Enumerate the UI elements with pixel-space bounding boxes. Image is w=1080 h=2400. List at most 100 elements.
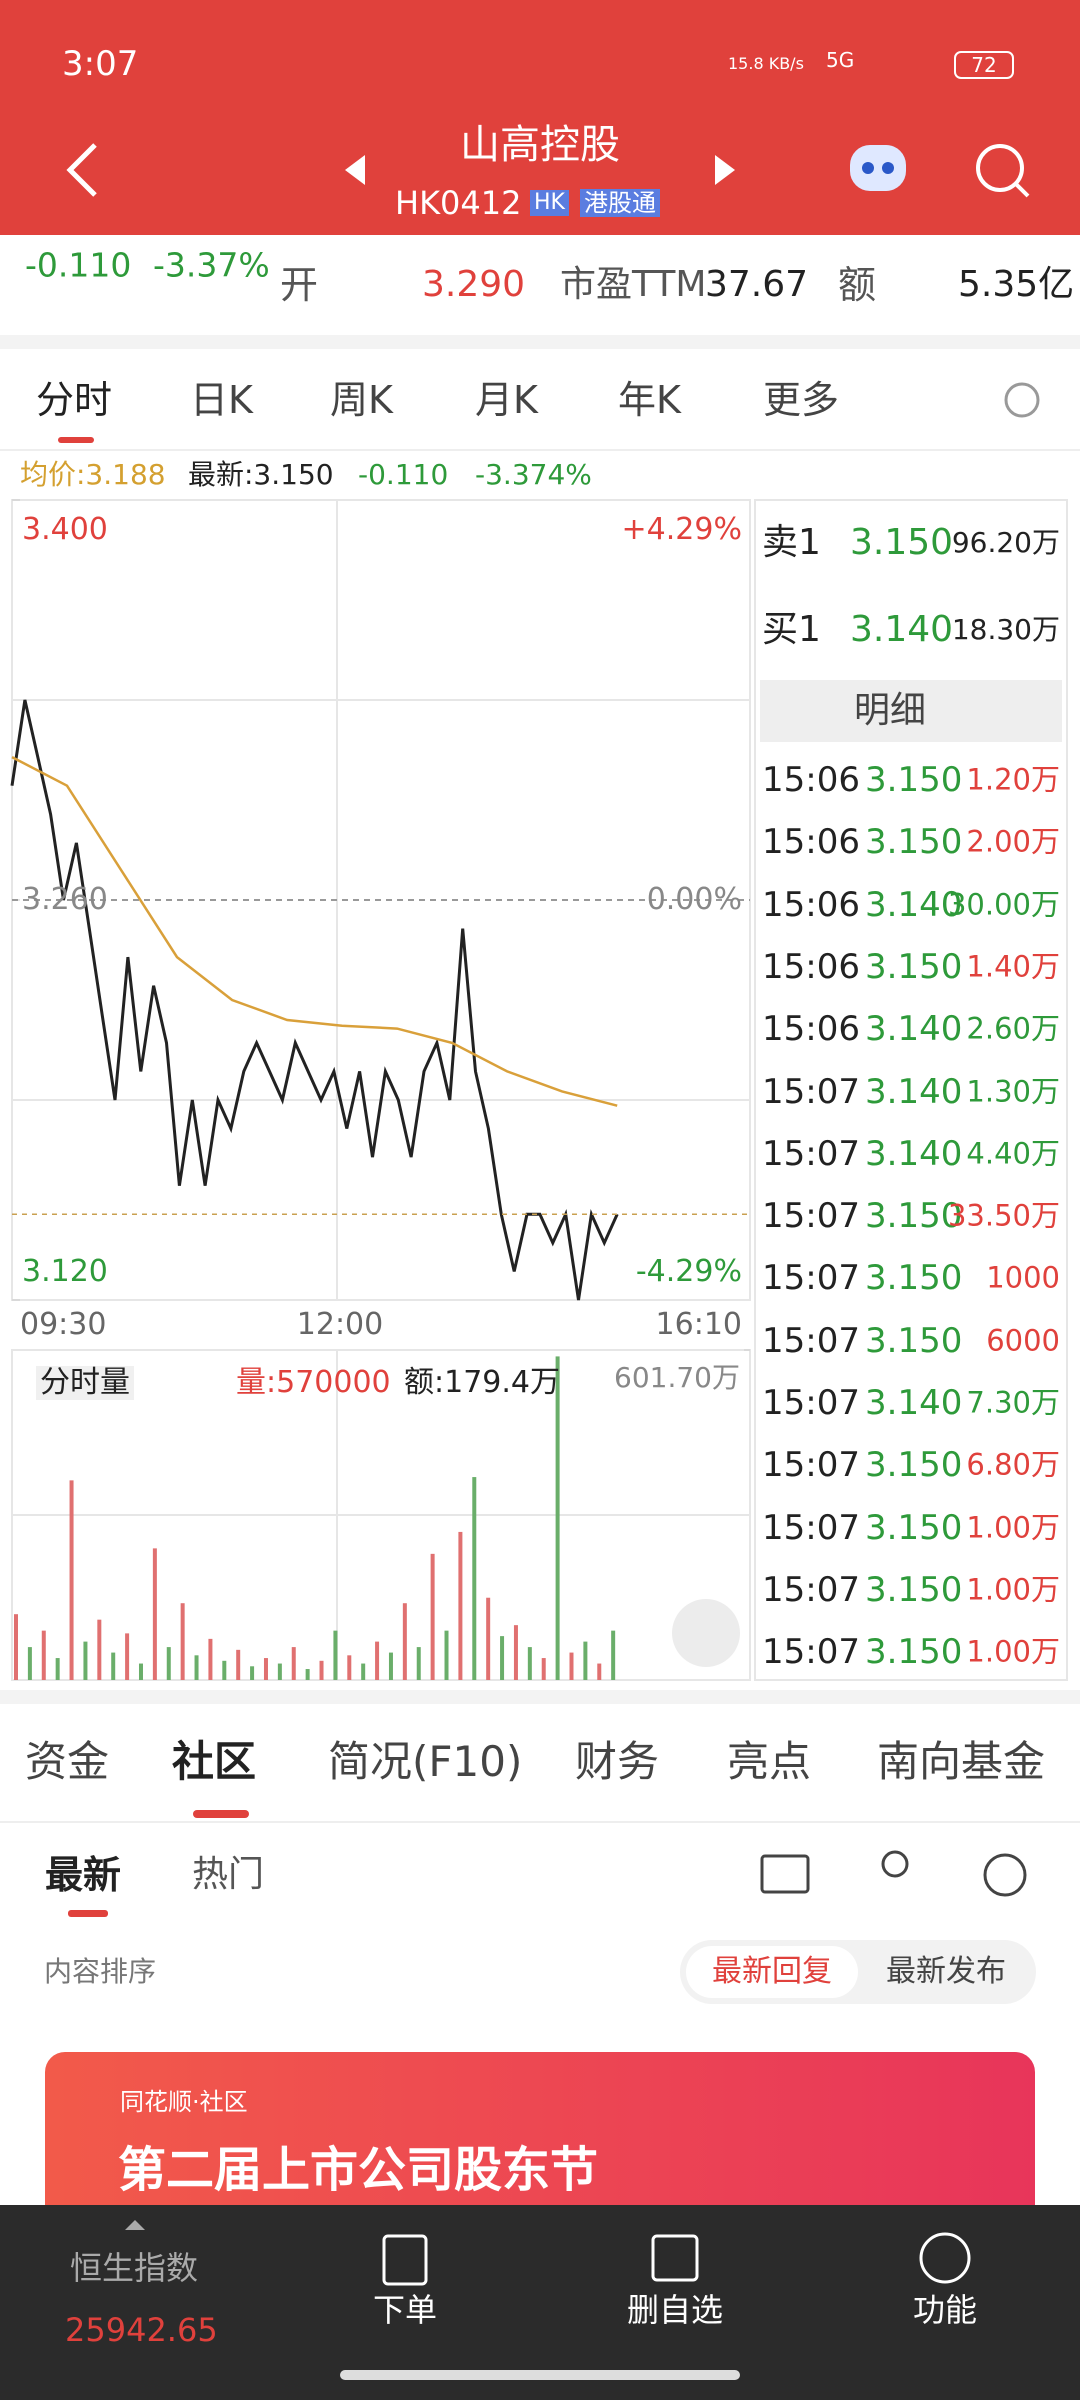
trade-volume: 1000 (986, 1260, 1060, 1295)
volume-bar (111, 1652, 116, 1680)
sort-option[interactable]: 最新发布 (886, 1954, 1006, 1989)
trade-price: 3.140 (865, 1383, 963, 1423)
volume-bar (166, 1647, 171, 1680)
section-tab[interactable]: 简况(F10) (328, 1737, 523, 1786)
change-pct: -3.37% (153, 245, 270, 285)
volume: 96.20万 (951, 526, 1060, 559)
next-stock[interactable] (715, 155, 735, 185)
y-tick-label: 3.400 (22, 512, 108, 547)
bottom-action[interactable]: 删自选 (626, 2291, 724, 2329)
section-tab[interactable]: 财务 (575, 1737, 660, 1786)
order-icon[interactable] (382, 2234, 428, 2286)
sort-option[interactable]: 最新回复 (712, 1954, 832, 1989)
trade-time: 15:07 (762, 1258, 860, 1299)
volume-bar (27, 1647, 32, 1680)
volume-label[interactable]: 分时量 (36, 1366, 134, 1400)
chart-tab[interactable]: 日K (190, 378, 253, 422)
search-icon[interactable] (976, 144, 1024, 192)
y-tick-label: 3.120 (22, 1254, 108, 1289)
trade-volume: 2.00万 (966, 824, 1060, 859)
user-icon[interactable] (881, 1850, 909, 1878)
refresh-icon[interactable] (983, 1853, 1027, 1897)
trade-price: 3.140 (865, 1133, 963, 1174)
function-icon[interactable] (919, 2232, 971, 2284)
y-tick-label: 3.260 (22, 882, 108, 917)
trade-price: 3.150 (865, 1196, 963, 1237)
volume-bar (152, 1548, 157, 1680)
volume-bar (569, 1652, 574, 1680)
banner-title: 第二届上市公司股东节 (118, 2142, 599, 2198)
sort-label: 内容排序 (44, 1955, 157, 1988)
trade-volume: 4.40万 (966, 1136, 1060, 1171)
volume-bar (611, 1630, 616, 1680)
trade-price: 3.140 (865, 1071, 963, 1112)
trade-volume: 1.40万 (966, 949, 1060, 984)
volume-bar (180, 1603, 185, 1680)
banner[interactable] (45, 2052, 1035, 2252)
x-tick-label: 09:30 (20, 1307, 107, 1342)
trade-time: 15:06 (762, 884, 860, 925)
stock-code: HK0412 (395, 184, 522, 222)
bottom-action[interactable]: 功能 (912, 2291, 978, 2329)
remove-icon[interactable] (651, 2234, 699, 2282)
volume-bar (402, 1603, 407, 1680)
volume-bar (333, 1630, 338, 1680)
community-tab[interactable]: 热门 (192, 1854, 265, 1895)
volume-bar (416, 1647, 421, 1680)
volume-bar (444, 1630, 449, 1680)
expand-button[interactable] (672, 1599, 740, 1667)
section-tab[interactable]: 亮点 (727, 1737, 812, 1786)
volume-bar (541, 1658, 546, 1680)
trade-price: 3.150 (865, 822, 963, 863)
amount: 5.35亿 (958, 264, 1075, 305)
trade-time: 15:06 (762, 760, 860, 800)
trade-price: 3.150 (865, 1569, 963, 1610)
volume-bar (41, 1630, 46, 1680)
bottom-action[interactable]: 下单 (372, 2291, 438, 2329)
volume-bar (83, 1641, 88, 1680)
volume-bar (277, 1663, 282, 1680)
message-icon[interactable] (760, 1854, 810, 1894)
volume-bar (347, 1655, 352, 1680)
volume-bar (555, 1356, 560, 1680)
trade-volume: 1.00万 (966, 1634, 1060, 1669)
community-tab[interactable]: 最新 (45, 1853, 122, 1897)
settings-icon[interactable] (1004, 382, 1040, 418)
volume-bar (527, 1647, 532, 1680)
trade-price: 3.150 (865, 1507, 963, 1548)
y2-tick-label: 0.00% (646, 882, 742, 917)
trade-volume: 1.00万 (966, 1572, 1060, 1607)
trade-price: 3.150 (865, 946, 963, 987)
chart-tab[interactable]: 分时 (36, 378, 113, 422)
trade-price: 3.150 (865, 1258, 963, 1299)
chart-tab[interactable]: 年K (618, 378, 681, 422)
chart-tab[interactable]: 更多 (763, 378, 840, 422)
chart-tab[interactable]: 月K (475, 378, 538, 422)
battery (954, 51, 1014, 79)
trade-time: 15:07 (762, 1071, 860, 1112)
section-tab[interactable]: 南向基金 (877, 1737, 1046, 1786)
badge: HK (530, 190, 569, 216)
latest-price: 最新:3.150 (188, 458, 334, 491)
pe: 37.67 (705, 264, 809, 305)
trade-price: 3.140 (865, 1009, 963, 1050)
chart-tab[interactable]: 周K (330, 378, 393, 422)
index-name: 恒生指数 (70, 2249, 199, 2287)
robot-icon[interactable] (850, 145, 906, 191)
badge: 港股通 (580, 189, 660, 217)
tab-indicator (58, 437, 94, 443)
volume-bar (138, 1663, 143, 1680)
stock-name: 山高控股 (460, 122, 620, 168)
trade-time: 15:06 (762, 822, 860, 863)
section-tab[interactable]: 社区 (172, 1737, 257, 1786)
section-tab[interactable]: 资金 (25, 1737, 110, 1786)
volume-bar (125, 1633, 130, 1680)
volume-bar (55, 1658, 60, 1680)
volume-bar (97, 1619, 102, 1680)
label: 卖1 (762, 522, 821, 563)
back-button[interactable] (66, 143, 97, 197)
price: 3.150 (850, 522, 954, 563)
detail-toggle[interactable]: 明细 (853, 690, 927, 731)
prev-stock[interactable] (345, 155, 365, 185)
